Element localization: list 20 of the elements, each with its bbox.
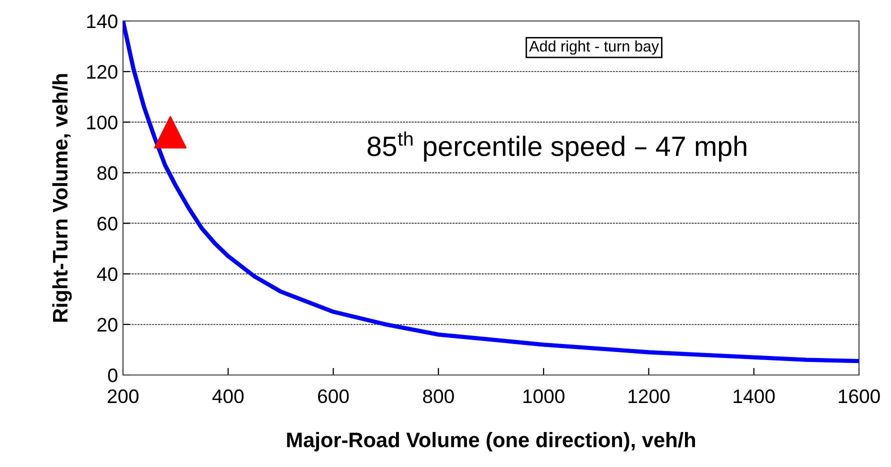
y-tick-label: 60 (98, 216, 118, 231)
y-axis-title: Right-Turn Volume, veh/h (52, 74, 72, 322)
x-tick-label: 1400 (734, 389, 775, 404)
y-tick-label: 100 (87, 116, 118, 130)
x-tick-label: 1600 (838, 389, 880, 404)
annotation: Add right - turn bay (529, 40, 659, 55)
y-tick-label: 140 (87, 14, 118, 28)
x-axis-title: Major-Road Volume (one direction), veh/h (287, 432, 695, 452)
x-tick-label: 800 (423, 389, 454, 404)
y-tick-label: 120 (87, 65, 118, 79)
annotation: 85$^{th}$ percentile speed – 47 mph (368, 132, 746, 162)
x-tick-label: 1200 (628, 389, 670, 404)
x-tick-label: 400 (212, 389, 244, 404)
x-tick-label: 1000 (523, 389, 564, 404)
y-tick-label: 0 (108, 368, 118, 382)
y-tick-label: 40 (96, 267, 118, 282)
y-tick-label: 20 (97, 318, 118, 332)
y-tick-label: 80 (97, 166, 118, 180)
x-tick-label: 200 (108, 389, 138, 404)
x-tick-label: 600 (318, 389, 349, 404)
